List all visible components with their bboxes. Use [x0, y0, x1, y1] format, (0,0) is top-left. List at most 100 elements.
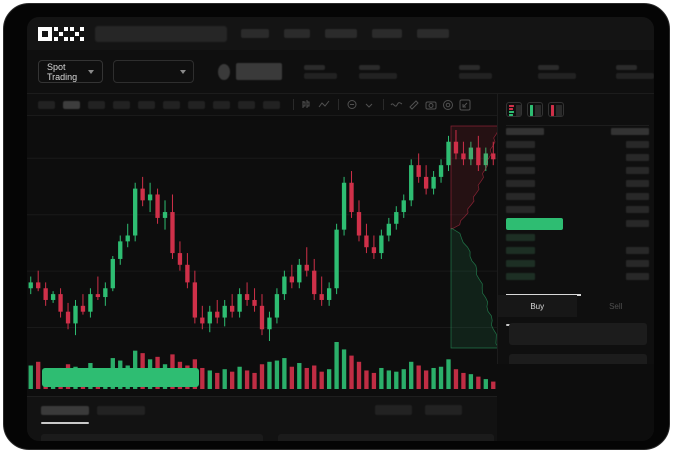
orderbook-ask-amount [626, 180, 649, 187]
settings-icon[interactable] [440, 98, 455, 111]
orderbook-mode-switcher [498, 94, 654, 123]
market-stat-value [616, 72, 654, 79]
market-stat-label [538, 64, 559, 70]
camera-icon[interactable] [423, 98, 438, 111]
orderbook-bid-row[interactable] [506, 260, 535, 267]
orderbook-ask-row[interactable] [506, 180, 535, 187]
indicator-icon[interactable] [344, 98, 359, 111]
trading-pair-bar: Spot Trading [27, 50, 654, 94]
orderbook-ask-amount [626, 154, 649, 161]
candlestick-chart[interactable] [27, 116, 497, 351]
active-tab-underline [41, 422, 89, 424]
orderbook-spread-price [506, 218, 563, 230]
nav-item-3[interactable] [325, 29, 357, 38]
app-screen: Spot Trading [27, 17, 654, 441]
tablet-device-frame: Spot Trading [3, 3, 670, 450]
line-chart-icon[interactable] [316, 98, 331, 111]
timeframe-button-8[interactable] [213, 100, 230, 109]
toolbar-divider [383, 99, 384, 110]
orderbook-bid-row[interactable] [506, 247, 535, 254]
fullscreen-icon[interactable] [457, 98, 472, 111]
orderbook-mode-asks-icon[interactable] [548, 102, 564, 117]
timeframe-button-4[interactable] [113, 100, 130, 109]
market-stat-label [359, 64, 380, 70]
nav-item-1[interactable] [241, 29, 269, 38]
depth-chart-overlay [450, 125, 500, 349]
orderbook-ask-amount [626, 193, 649, 200]
orderbook-ask-amount [626, 206, 649, 213]
last-price-value [236, 63, 282, 80]
orders-tab-2[interactable] [97, 406, 145, 415]
orderbook-rows[interactable] [498, 128, 654, 326]
orderbook-bid-amount [626, 273, 649, 280]
orders-panel [27, 396, 497, 441]
nav-item-5[interactable] [417, 29, 449, 38]
orders-row-1 [41, 434, 263, 441]
market-stat-3 [459, 64, 492, 79]
orderbook-ask-amount [626, 141, 649, 148]
spot-trading-dropdown[interactable]: Spot Trading [38, 60, 104, 83]
toolbar-divider [293, 99, 294, 110]
timeframe-button-9[interactable] [238, 100, 255, 109]
tab-buy[interactable]: Buy [498, 295, 577, 317]
market-stat-label [304, 64, 325, 70]
orderbook-ask-amount [626, 167, 649, 174]
orders-action-1[interactable] [375, 405, 412, 415]
pair-select-dropdown[interactable] [113, 60, 195, 83]
logo-k-icon [54, 26, 68, 41]
buy-sell-tabs: Buy Sell [498, 295, 654, 317]
order-price-input[interactable] [509, 323, 647, 345]
wave-icon[interactable] [389, 98, 404, 111]
orderbook-col-header-amount [611, 128, 649, 135]
nav-item-4[interactable] [372, 29, 402, 38]
logo-o-icon [38, 26, 52, 41]
chevron-down-icon [88, 69, 95, 74]
nav-item-2[interactable] [284, 29, 310, 38]
pair-coin-avatar [218, 63, 231, 80]
market-stat-4 [538, 64, 576, 79]
ruler-icon[interactable] [406, 98, 421, 111]
timeframe-button-7[interactable] [188, 100, 205, 109]
search-input[interactable] [95, 25, 227, 42]
orderbook-ask-row[interactable] [506, 141, 535, 148]
orders-action-2[interactable] [425, 405, 462, 415]
toolbar-divider [338, 99, 339, 110]
orderbook-ask-row[interactable] [506, 206, 535, 213]
logo-x-icon [70, 26, 84, 41]
spot-trading-label: Spot Trading [47, 61, 78, 82]
buy-submit-button[interactable] [42, 368, 199, 387]
orderbook-col-header-price [506, 128, 544, 135]
market-stat-value [538, 72, 576, 79]
market-stat-value [459, 72, 492, 79]
orderbook-header-divider [506, 125, 649, 126]
market-stat-label [459, 64, 480, 70]
orderbook-mode-both-icon[interactable] [506, 102, 522, 117]
chevron-down-icon[interactable] [361, 98, 376, 111]
orderbook-ask-row[interactable] [506, 193, 535, 200]
market-stat-value [359, 72, 397, 79]
okx-logo[interactable] [38, 26, 84, 41]
timeframe-button-2[interactable] [63, 100, 80, 109]
orderbook-mode-bids-icon[interactable] [527, 102, 543, 117]
timeframe-button-3[interactable] [88, 100, 105, 109]
orderbook-ask-row[interactable] [506, 167, 535, 174]
orders-row-2 [278, 434, 494, 441]
orderbook-bid-row[interactable] [506, 273, 535, 280]
market-stat-2 [359, 64, 397, 79]
timeframe-button-6[interactable] [163, 100, 180, 109]
orderbook-ask-row[interactable] [506, 154, 535, 161]
market-stat-1 [304, 64, 337, 79]
orderbook-spread-amount [626, 220, 649, 227]
chevron-down-icon [180, 69, 187, 74]
market-stat-5 [616, 64, 654, 79]
timeframe-button-10[interactable] [263, 100, 280, 109]
orderbook-bid-amount [626, 260, 649, 267]
candlestick-icon[interactable] [299, 98, 314, 111]
market-stat-label [616, 64, 637, 70]
orders-tab-1[interactable] [41, 406, 89, 415]
orderbook-bid-amount [626, 247, 649, 254]
orderbook-bid-row[interactable] [506, 234, 535, 241]
timeframe-button-1[interactable] [38, 100, 55, 109]
tab-sell[interactable]: Sell [609, 301, 623, 311]
timeframe-button-5[interactable] [138, 100, 155, 109]
